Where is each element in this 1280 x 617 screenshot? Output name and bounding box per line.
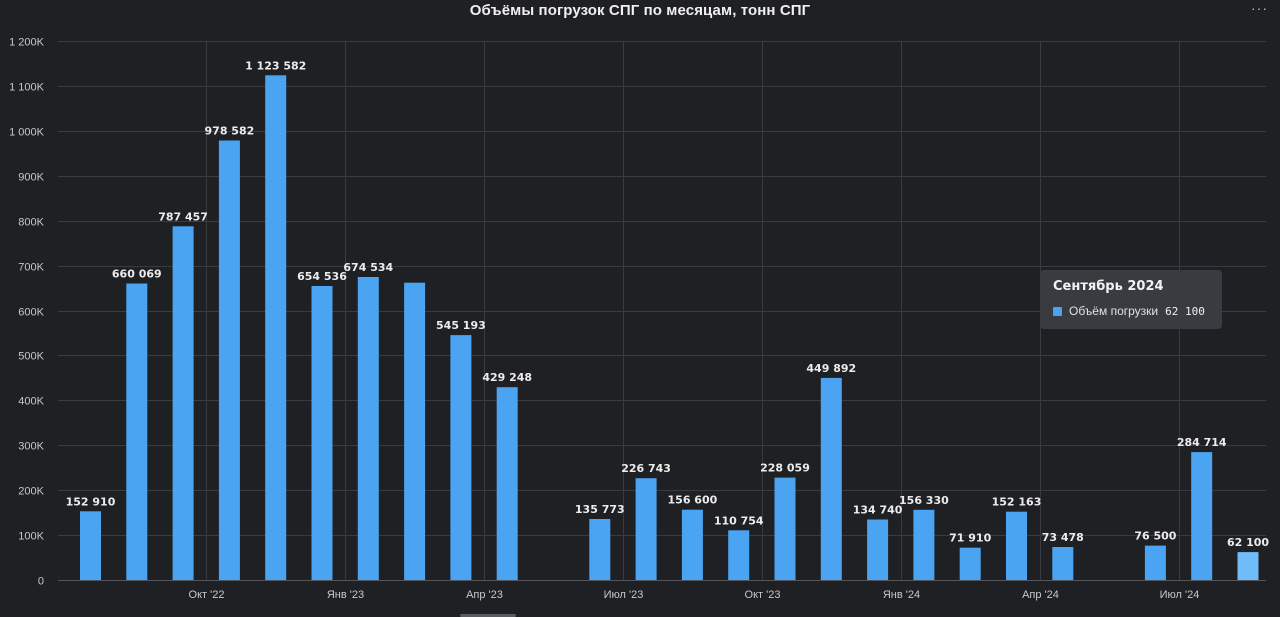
data-label: 449 892 bbox=[806, 362, 856, 375]
tooltip-series-swatch bbox=[1053, 306, 1062, 316]
bar[interactable] bbox=[959, 547, 981, 580]
data-label: 545 193 bbox=[436, 319, 486, 332]
data-label: 654 536 bbox=[297, 270, 347, 283]
data-label: 152 910 bbox=[66, 495, 116, 508]
data-label: 978 582 bbox=[205, 125, 255, 138]
bar[interactable] bbox=[1191, 452, 1213, 580]
y-tick-label: 200K bbox=[18, 486, 44, 498]
data-label: 73 478 bbox=[1042, 531, 1084, 544]
bar[interactable] bbox=[774, 477, 796, 580]
y-tick-label: 900K bbox=[18, 172, 44, 184]
bar[interactable] bbox=[404, 282, 426, 580]
data-label: 156 330 bbox=[899, 494, 949, 507]
tooltip-title: Сентябрь 2024 bbox=[1053, 279, 1164, 294]
bar[interactable] bbox=[589, 519, 611, 580]
tooltip-value: 62 100 bbox=[1165, 304, 1205, 318]
bar[interactable] bbox=[1144, 545, 1166, 580]
data-label: 134 740 bbox=[853, 504, 903, 517]
bar[interactable] bbox=[1237, 552, 1259, 580]
data-label: 62 100 bbox=[1227, 536, 1269, 549]
data-labels: 152 910 660 069 787 457 978 582 1 123 582 654… bbox=[66, 59, 1270, 549]
data-label: 156 600 bbox=[668, 494, 718, 507]
y-tick-label: 1 000K bbox=[9, 127, 45, 139]
data-label: 226 743 bbox=[621, 462, 671, 475]
x-tick-label: Окт '22 bbox=[189, 589, 225, 601]
bar[interactable] bbox=[450, 335, 472, 580]
data-label: 228 059 bbox=[760, 462, 810, 475]
data-label: 284 714 bbox=[1177, 436, 1227, 449]
tooltip-row: Объём погрузки 62 100 bbox=[1053, 304, 1209, 318]
bar[interactable] bbox=[80, 511, 101, 580]
y-tick-label: 300K bbox=[18, 441, 44, 453]
y-tick-label: 1 100K bbox=[9, 82, 45, 94]
chart-title: Объёмы погрузок СПГ по месяцам, тонн СПГ bbox=[469, 2, 811, 19]
bar[interactable] bbox=[913, 509, 935, 580]
data-label: 787 457 bbox=[158, 210, 208, 223]
bar[interactable] bbox=[728, 530, 750, 580]
bar[interactable] bbox=[496, 387, 518, 580]
x-axis: Окт '22 Янв '23 Апр '23 Июл '23 Окт '23 Янв '… bbox=[189, 589, 1200, 601]
more-options-icon[interactable]: ··· bbox=[1251, 0, 1268, 16]
y-tick-label: 800K bbox=[18, 217, 44, 229]
y-tick-label: 400K bbox=[18, 396, 44, 408]
bar[interactable] bbox=[681, 509, 703, 580]
data-label: 71 910 bbox=[949, 532, 991, 545]
y-tick-label: 1 200K bbox=[9, 37, 45, 49]
bar[interactable] bbox=[867, 519, 889, 581]
data-label: 660 069 bbox=[112, 268, 162, 281]
bar[interactable] bbox=[265, 75, 287, 581]
horizontal-scrollbar[interactable] bbox=[460, 614, 516, 617]
data-label: 76 500 bbox=[1134, 530, 1176, 543]
x-tick-label: Июл '23 bbox=[604, 589, 644, 601]
tooltip-series-name: Объём погрузки bbox=[1069, 304, 1159, 318]
x-tick-label: Июл '24 bbox=[1160, 589, 1200, 601]
x-tick-label: Апр '23 bbox=[466, 589, 503, 601]
bar[interactable] bbox=[311, 286, 333, 580]
data-label: 1 123 582 bbox=[245, 59, 306, 72]
y-tick-label: 700K bbox=[18, 262, 44, 274]
y-tick-label: 500K bbox=[18, 351, 44, 363]
data-label: 135 773 bbox=[575, 503, 625, 516]
bar[interactable] bbox=[126, 283, 148, 581]
x-tick-label: Окт '23 bbox=[745, 589, 781, 601]
bars bbox=[80, 75, 1259, 581]
data-label: 110 754 bbox=[714, 514, 764, 527]
tooltip: Сентябрь 2024 Объём погрузки 62 100 bbox=[1040, 270, 1222, 329]
bar[interactable] bbox=[357, 277, 379, 580]
y-axis: 0 100K 200K 300K 400K 500K 600K 700K 800K 900K 1 0… bbox=[9, 37, 45, 588]
bar[interactable] bbox=[635, 478, 657, 580]
bar[interactable] bbox=[172, 226, 194, 581]
x-tick-label: Янв '24 bbox=[883, 589, 920, 601]
bar[interactable] bbox=[218, 140, 240, 581]
bar[interactable] bbox=[1052, 547, 1074, 580]
x-tick-label: Апр '24 bbox=[1022, 589, 1059, 601]
bar[interactable] bbox=[1006, 511, 1027, 580]
bar[interactable] bbox=[820, 377, 842, 580]
y-tick-label: 100K bbox=[18, 531, 44, 543]
data-label: 152 163 bbox=[992, 496, 1042, 509]
y-tick-label: 600K bbox=[18, 307, 44, 319]
data-label: 429 248 bbox=[482, 371, 532, 384]
x-tick-label: Янв '23 bbox=[327, 589, 364, 601]
y-tick-label: 0 bbox=[38, 576, 44, 588]
data-label: 674 534 bbox=[343, 261, 393, 274]
